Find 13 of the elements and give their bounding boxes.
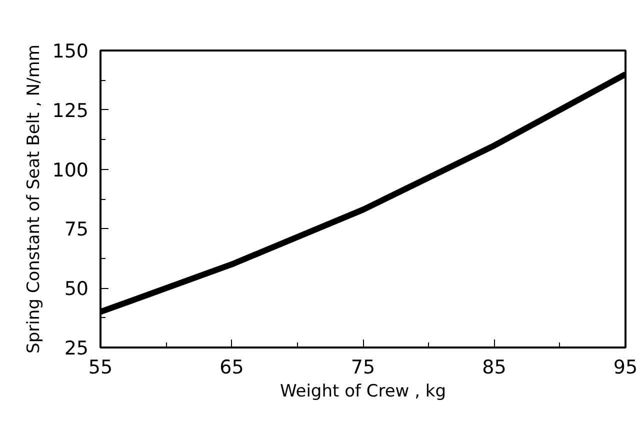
y-tick-label: 125	[52, 100, 88, 122]
x-tick-label: 95	[613, 356, 638, 378]
x-axis-title: Weight of Crew , kg	[280, 382, 446, 402]
x-tick-label: 85	[482, 356, 506, 378]
y-tick-label: 100	[52, 159, 88, 182]
y-tick-label: 75	[64, 218, 89, 241]
y-tick-label: 150	[52, 40, 88, 62]
x-tick-label: 65	[220, 356, 244, 378]
x-tick-label: 75	[350, 356, 376, 378]
y-axis-title: Spring Constant of Seat Belt , N/mm	[24, 44, 44, 354]
x-tick-label: 55	[88, 356, 113, 378]
y-tick-label: 50	[64, 278, 89, 300]
y-tick-label: 25	[64, 338, 89, 360]
